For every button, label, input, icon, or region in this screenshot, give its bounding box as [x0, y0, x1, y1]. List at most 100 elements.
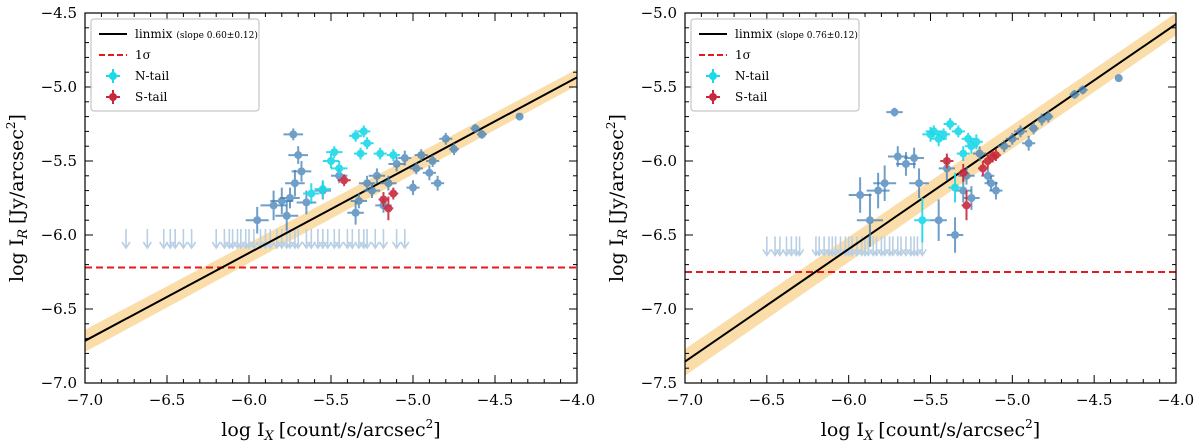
series-n-tail	[303, 125, 400, 204]
data-point	[977, 161, 988, 176]
legend-label: S-tail	[135, 90, 168, 104]
upper-limit-arrow	[306, 229, 316, 250]
x-tick-label: −7.0	[67, 391, 103, 409]
data-point	[937, 128, 951, 141]
data-point	[363, 183, 381, 198]
data-point	[873, 165, 897, 201]
upper-limit-arrow	[370, 229, 380, 250]
y-tick-label: −7.5	[641, 374, 677, 392]
data-point	[961, 190, 972, 221]
data-point	[275, 200, 299, 231]
data-point	[848, 177, 872, 213]
x-tick-label: −5.0	[395, 391, 431, 409]
legend-label: 1σ	[135, 48, 151, 62]
data-point	[357, 125, 371, 138]
data-point	[380, 175, 397, 191]
data-point	[406, 180, 420, 196]
data-point	[856, 193, 884, 247]
y-tick-label: −7.0	[41, 374, 77, 392]
legend-entry: linmix (slope 0.76±0.12)	[699, 27, 858, 41]
legend: linmix (slope 0.60±0.12) 1σ N-tail S-tail	[90, 18, 260, 112]
data-point	[1013, 125, 1028, 138]
data-point	[948, 172, 962, 203]
x-tick-label: −5.0	[994, 391, 1030, 409]
left-scatter-panel: −7.0 −6.5 −6.0 −5.5 −5.0 −4.5 −4.0 −7.0 −6.5 −6.0…	[4, 4, 595, 444]
x-tick-label: −6.0	[231, 391, 267, 409]
x-tick-label: −7.0	[667, 391, 703, 409]
y-tick-label: −6.0	[641, 152, 677, 170]
data-point	[956, 146, 970, 161]
legend-label: N-tail	[135, 69, 169, 83]
legend-entry: 1σ	[699, 48, 751, 62]
y-tick-label: −7.0	[641, 300, 677, 318]
data-point	[326, 146, 343, 159]
legend-label: linmix (slope 0.60±0.12)	[135, 27, 258, 41]
data-point	[283, 128, 304, 141]
series-n-tail	[914, 118, 983, 243]
upper-limit-arrow	[323, 229, 333, 250]
legend: linmix (slope 0.76±0.12) 1σ N-tail S-tail	[690, 18, 860, 112]
upper-limit-arrow	[121, 229, 131, 250]
upper-limit-arrow	[775, 236, 785, 257]
upper-limit-arrow	[249, 229, 259, 250]
x-tick-label: −5.5	[313, 391, 349, 409]
legend-swatch-marker	[709, 93, 717, 101]
data-point	[470, 124, 481, 133]
y-axis-ticks	[685, 12, 1176, 384]
data-point	[930, 199, 947, 241]
data-point	[1022, 135, 1036, 151]
legend-box	[690, 18, 860, 112]
y-tick-label: −6.0	[41, 226, 77, 244]
x-tick-label: −6.5	[749, 391, 785, 409]
data-point	[989, 181, 1003, 200]
series-detections	[245, 112, 524, 234]
upper-limit-arrow	[362, 229, 372, 250]
data-point	[439, 132, 453, 145]
legend-label: 1σ	[735, 48, 751, 62]
data-point	[943, 118, 957, 130]
x-axis-label: log IX [count/s/arcsec2]	[221, 417, 440, 444]
plot-area	[685, 13, 1176, 376]
upper-limit-arrow	[762, 236, 772, 257]
upper-limit-arrow	[170, 229, 180, 250]
legend-swatch-marker	[109, 93, 117, 101]
data-point	[386, 149, 400, 161]
y-tick-label: −5.0	[641, 4, 677, 22]
y-axis-label: log IR[Jy/arcsec2]	[604, 114, 631, 282]
data-point	[350, 193, 368, 209]
upper-limit-arrow	[293, 229, 303, 250]
plot-area	[85, 69, 577, 352]
upper-limit-arrow	[347, 229, 357, 250]
data-point	[1028, 122, 1039, 135]
data-point	[347, 200, 364, 225]
data-point	[997, 140, 1011, 153]
data-point	[914, 198, 931, 243]
legend-entry: N-tail	[106, 69, 169, 83]
legend-label: linmix (slope 0.76±0.12)	[735, 27, 858, 41]
y-tick-label: −6.5	[41, 300, 77, 318]
data-point	[925, 125, 942, 138]
data-point	[373, 147, 387, 160]
x-axis-ticks	[84, 13, 578, 383]
data-point	[353, 147, 368, 160]
upper-limit-arrow	[794, 236, 805, 257]
data-point	[383, 196, 394, 221]
y-axis-ticks	[85, 12, 577, 384]
data-point	[969, 134, 983, 150]
legend-entry: N-tail	[706, 69, 769, 83]
legend-entry: S-tail	[106, 90, 168, 104]
data-point	[349, 129, 363, 142]
fit-confidence-band	[685, 13, 1176, 376]
x-axis-label: log IX [count/s/arcsec2]	[821, 417, 1040, 444]
data-point	[958, 163, 969, 182]
data-point	[409, 162, 423, 175]
y-tick-label: −5.0	[41, 78, 77, 96]
legend-label: S-tail	[735, 90, 768, 104]
data-point	[951, 125, 965, 138]
data-point	[245, 206, 269, 234]
data-point	[1077, 85, 1088, 95]
data-point	[280, 187, 300, 209]
data-point	[388, 187, 399, 200]
data-point	[904, 147, 924, 169]
